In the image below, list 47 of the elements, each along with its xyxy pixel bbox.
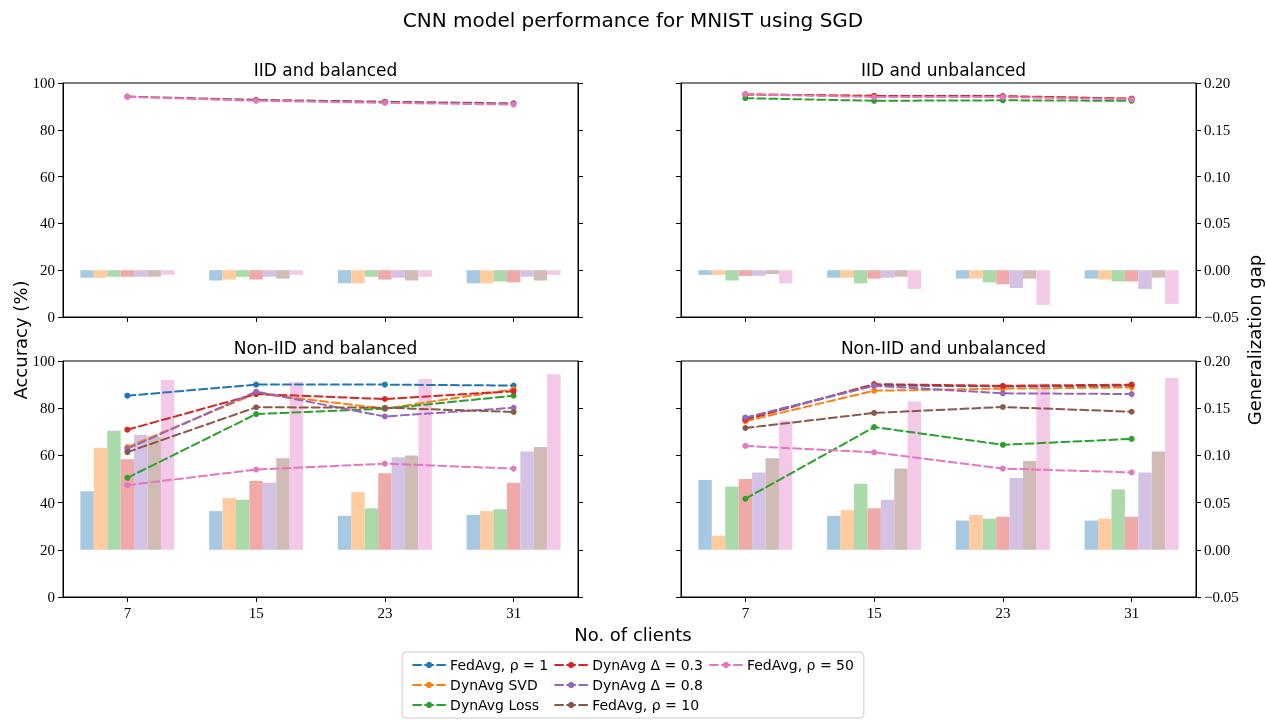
- x-tick-label: 31: [506, 604, 522, 621]
- y-tick-label: 60: [40, 447, 55, 464]
- legend-label: DynAvg Δ = 0.8: [592, 677, 703, 693]
- y2-tick-label: −0.05: [1204, 309, 1239, 325]
- y2-tick-label: 0.15: [1204, 400, 1231, 417]
- x-tick-label: 15: [866, 604, 882, 621]
- y2-tick-label: 0.10: [1204, 447, 1231, 464]
- y2-tick-label: 0.20: [1204, 75, 1231, 91]
- y-tick-label: 100: [32, 353, 55, 369]
- y2-tick-label: 0.05: [1204, 215, 1231, 232]
- y-tick-label: 0: [47, 589, 55, 605]
- y-tick-label: 40: [40, 215, 55, 232]
- x-tick-label: 7: [123, 604, 132, 621]
- x-tick-label: 31: [1124, 604, 1140, 621]
- y-tick-label: 60: [40, 168, 55, 185]
- y-tick-label: 100: [32, 75, 55, 91]
- y-axis-title: Accuracy (%): [9, 280, 31, 400]
- legend-label: FedAvg, ρ = 50: [746, 657, 854, 673]
- legend-label: FedAvg, ρ = 10: [592, 697, 700, 713]
- legend-label: FedAvg, ρ = 1: [450, 657, 549, 673]
- y2-tick-label: 0.00: [1204, 262, 1231, 279]
- chart-title: Non-IID and unbalanced: [840, 337, 1047, 358]
- chart-title: Non-IID and balanced: [233, 337, 418, 358]
- y-tick-label: 20: [40, 262, 55, 279]
- y2-axis-title: Generalization gap: [1243, 254, 1265, 426]
- legend-label: DynAvg SVD: [450, 677, 538, 693]
- legend-label: DynAvg Loss: [450, 697, 540, 713]
- x-axis-title: No. of clients: [574, 623, 692, 645]
- x-tick-label: 23: [995, 604, 1011, 621]
- y-tick-label: 80: [40, 400, 55, 417]
- y2-tick-label: 0.00: [1204, 541, 1231, 558]
- y2-tick-label: 0.20: [1204, 353, 1231, 369]
- y2-tick-label: −0.05: [1204, 589, 1239, 605]
- x-tick-label: 15: [248, 604, 264, 621]
- y-tick-label: 20: [40, 541, 55, 558]
- y2-tick-label: 0.10: [1204, 168, 1231, 185]
- chart-title: IID and unbalanced: [860, 59, 1027, 80]
- x-tick-label: 23: [377, 604, 393, 621]
- x-tick-label: 7: [741, 604, 750, 621]
- chart-title: IID and balanced: [253, 59, 398, 80]
- y-tick-label: 0: [47, 309, 55, 325]
- y-tick-label: 40: [40, 494, 55, 511]
- text: CNN model performance for MNIST using SGD: [402, 8, 864, 32]
- legend-label: DynAvg Δ = 0.3: [592, 657, 703, 673]
- y2-tick-label: 0.15: [1204, 121, 1231, 138]
- y2-tick-label: 0.05: [1204, 494, 1231, 511]
- y-tick-label: 80: [40, 121, 55, 138]
